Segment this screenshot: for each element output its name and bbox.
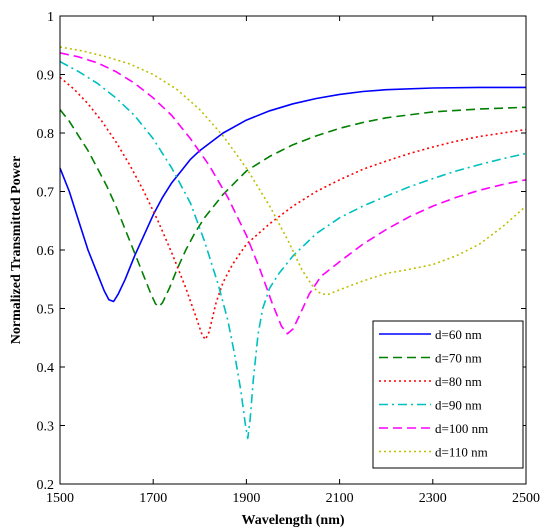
- y-tick-label: 0.8: [37, 127, 55, 142]
- series-layer: [59, 46, 527, 440]
- legend-label: d=90 nm: [435, 398, 482, 413]
- y-tick-label: 0.2: [37, 478, 55, 493]
- y-tick-label: 0.3: [37, 420, 55, 435]
- legend-label: d=80 nm: [435, 374, 482, 389]
- y-axis-label: Normalized Transmitted Power: [9, 156, 24, 344]
- x-axis-label: Wavelength (nm): [241, 513, 344, 528]
- legend: d=60 nm d=70 nm d=80 nm d=90 nm d=100 nm d=11…: [372, 320, 524, 469]
- series-line-5: [59, 52, 527, 335]
- legend-box: [372, 320, 524, 469]
- series-line-1: [59, 86, 526, 303]
- x-tick-label: 2300: [419, 491, 447, 506]
- y-tick-label: 0.6: [37, 244, 55, 259]
- x-tick-label: 1900: [232, 491, 260, 506]
- legend-label: d=70 nm: [435, 351, 482, 366]
- ticks-layer: 1500 1700 1900 2100 2300 2500 0.2 0.3 0.4 0.5 0.6 0…: [37, 10, 541, 506]
- y-tick-label: 1: [47, 10, 54, 25]
- legend-label: d=100 nm: [435, 421, 488, 436]
- y-tick-label: 0.4: [37, 361, 55, 376]
- series-line-2: [59, 106, 527, 308]
- x-tick-label: 1700: [139, 491, 167, 506]
- y-tick-label: 0.7: [37, 186, 55, 201]
- x-tick-label: 2500: [512, 491, 540, 506]
- series-line-4: [59, 60, 527, 440]
- y-tick-label: 0.9: [37, 69, 55, 84]
- legend-label: d=60 nm: [435, 327, 482, 342]
- y-tick-label: 0.5: [37, 303, 55, 318]
- legend-label: d=110 nm: [435, 445, 488, 460]
- x-tick-label: 1500: [46, 491, 74, 506]
- x-tick-label: 2100: [326, 491, 354, 506]
- series-line-3: [59, 76, 527, 341]
